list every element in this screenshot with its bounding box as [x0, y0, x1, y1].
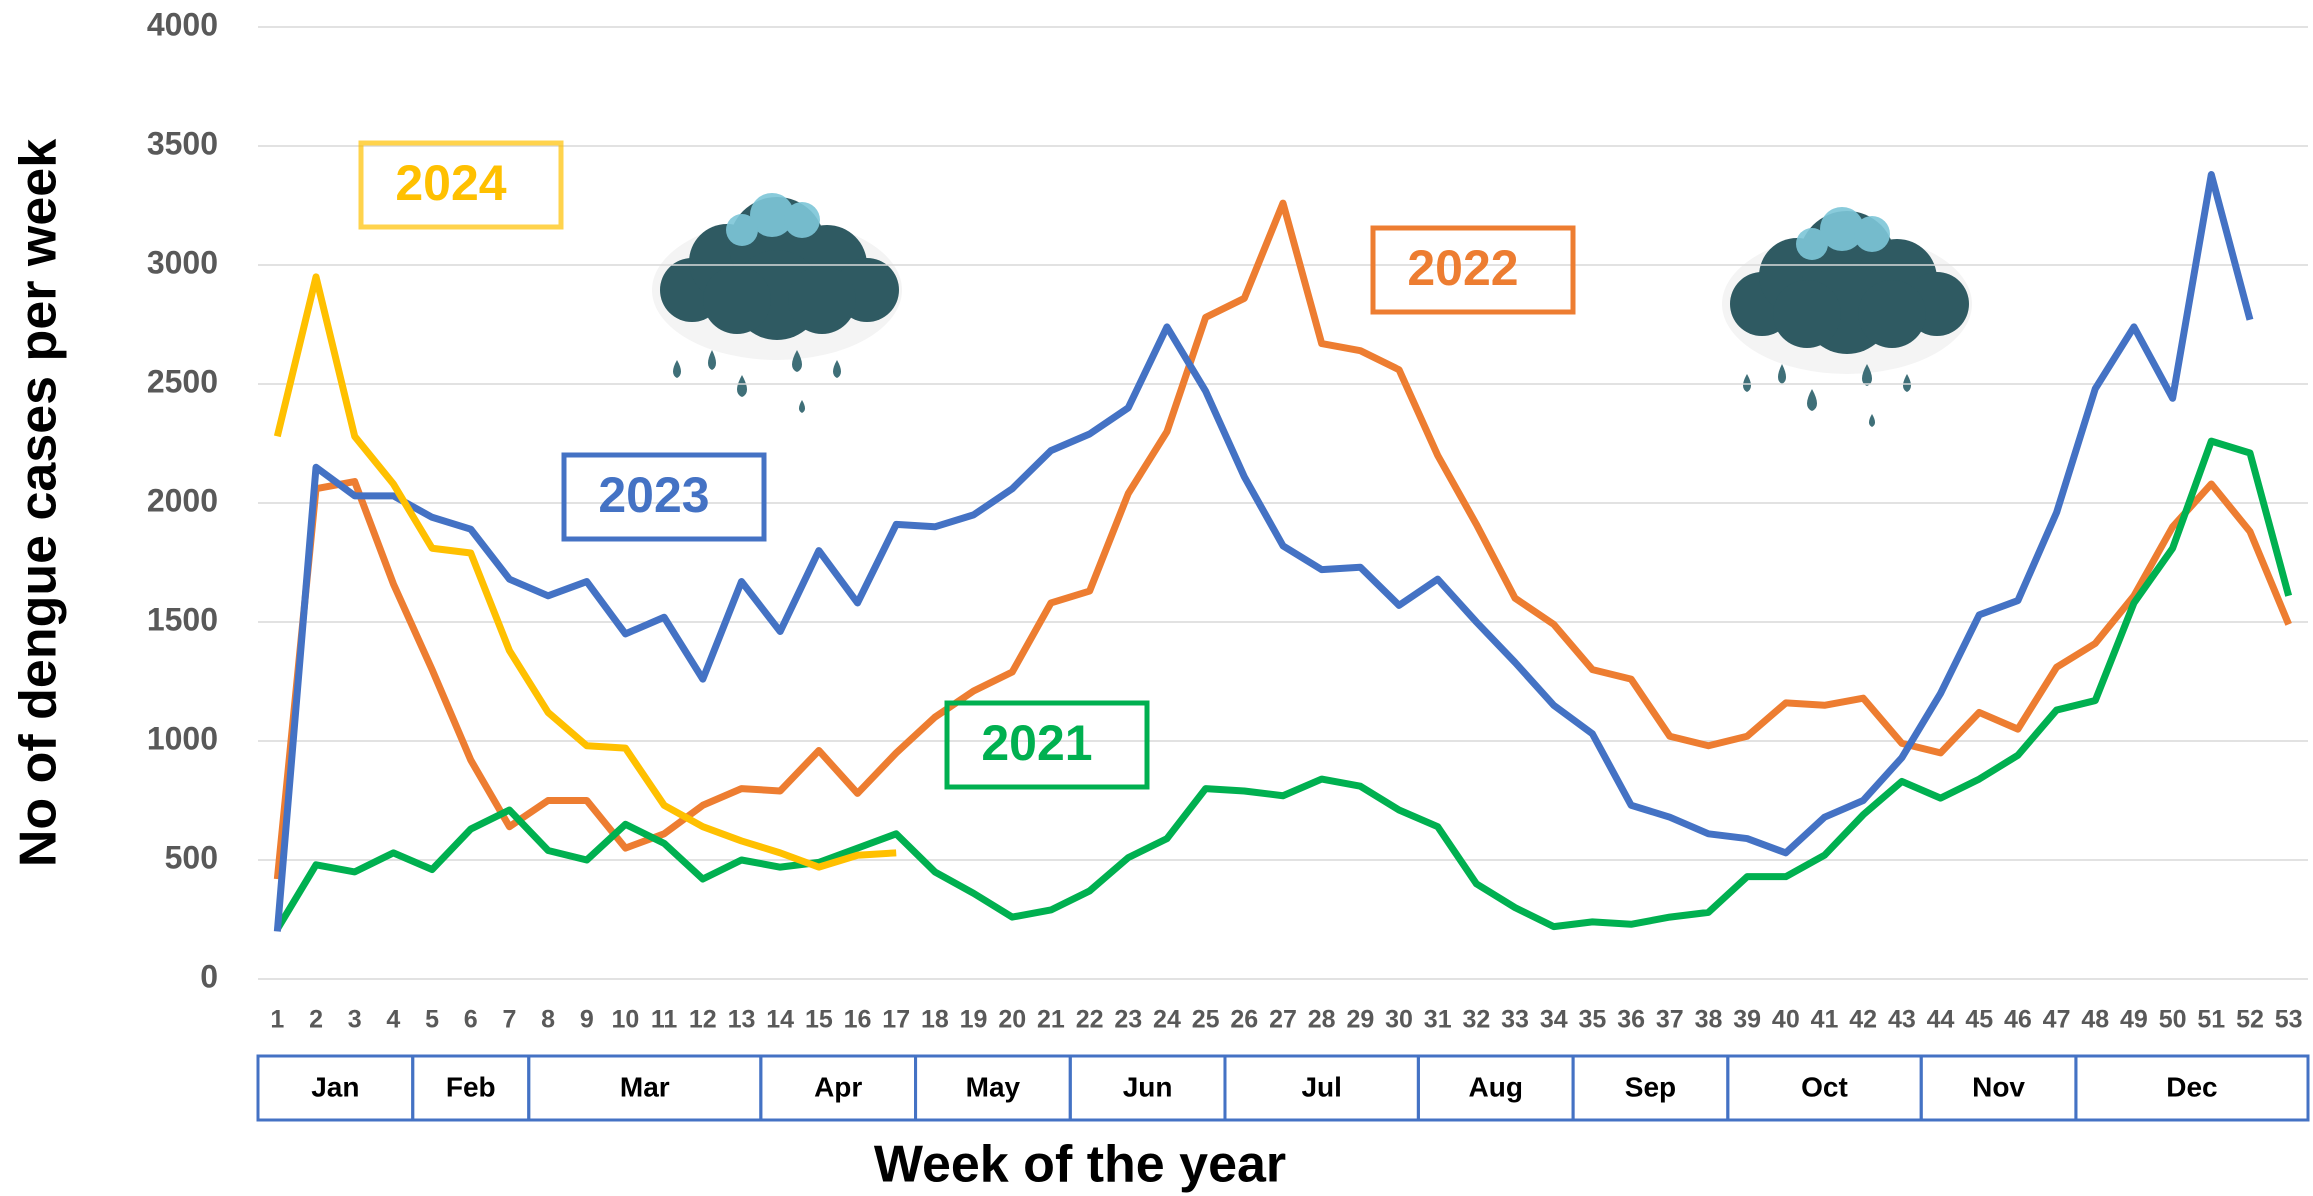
y-tick-label: 1500 [147, 601, 218, 637]
series-line [273, 273, 897, 871]
x-tick-label: 25 [1192, 1006, 1220, 1034]
x-tick-label: 26 [1230, 1006, 1258, 1034]
x-tick-label: 39 [1733, 1006, 1761, 1034]
month-label: Jan [311, 1071, 359, 1102]
series-line [274, 437, 2293, 931]
x-tick-label: 4 [386, 1006, 400, 1034]
x-tick-label: 27 [1269, 1006, 1297, 1034]
x-tick-label: 34 [1540, 1006, 1568, 1034]
y-tick-label: 4000 [147, 6, 218, 42]
y-tick-label: 0 [200, 958, 218, 994]
x-tick-label: 3 [348, 1006, 362, 1034]
month-label: Sep [1625, 1071, 1676, 1102]
x-tick-label: 44 [1927, 1006, 1955, 1034]
month-label: Mar [620, 1071, 670, 1102]
y-axis-label: No of dengue cases per week [10, 139, 68, 867]
month-label: May [966, 1071, 1021, 1102]
x-tick-label: 7 [502, 1006, 516, 1034]
x-tick-label: 48 [2081, 1006, 2109, 1034]
month-label: Jul [1301, 1071, 1341, 1102]
x-tick-label: 17 [882, 1006, 910, 1034]
legend-label: 2021 [981, 715, 1092, 771]
x-tick-label: 52 [2236, 1006, 2264, 1034]
month-label: Oct [1801, 1071, 1848, 1102]
x-tick-label: 16 [844, 1006, 872, 1034]
x-tick-label: 24 [1153, 1006, 1181, 1034]
y-tick-label: 3500 [147, 125, 218, 161]
x-tick-label: 11 [651, 1006, 678, 1034]
month-label: Feb [446, 1071, 496, 1102]
month-box [2074, 1054, 2310, 1122]
x-tick-label: 18 [921, 1006, 949, 1034]
x-tick-label: 5 [425, 1006, 439, 1034]
x-tick-label: 38 [1695, 1006, 1723, 1034]
x-tick-label: 37 [1656, 1006, 1684, 1034]
x-tick-label: 28 [1308, 1006, 1336, 1034]
x-tick-label: 13 [728, 1006, 756, 1034]
x-axis-label: Week of the year [874, 1136, 1286, 1194]
x-tick-label: 2 [309, 1006, 323, 1034]
y-tick-label: 2500 [147, 363, 218, 399]
x-tick-label: 50 [2159, 1006, 2187, 1034]
month-label: Nov [1972, 1071, 2025, 1102]
x-tick-label: 19 [960, 1006, 988, 1034]
x-tick-label: 32 [1462, 1006, 1490, 1034]
rain-cloud [1722, 207, 1972, 427]
series-line [273, 171, 2254, 932]
x-tick-label: 6 [464, 1006, 478, 1034]
legend-label: 2022 [1407, 240, 1518, 296]
legend-box [1370, 225, 1576, 315]
month-label: Jun [1123, 1071, 1173, 1102]
x-tick-label: 41 [1811, 1006, 1839, 1034]
month-label: Dec [2166, 1071, 2217, 1102]
month-label: Apr [814, 1071, 862, 1102]
x-tick-label: 31 [1424, 1006, 1452, 1034]
x-tick-label: 36 [1617, 1006, 1645, 1034]
x-tick-label: 29 [1346, 1006, 1374, 1034]
x-tick-label: 22 [1076, 1006, 1104, 1034]
x-tick-label: 23 [1114, 1006, 1142, 1034]
x-tick-label: 47 [2043, 1006, 2071, 1034]
x-tick-label: 42 [1849, 1006, 1877, 1034]
x-tick-label: 21 [1037, 1006, 1065, 1034]
x-tick-label: 49 [2120, 1006, 2148, 1034]
x-tick-label: 9 [580, 1006, 594, 1034]
x-tick-label: 30 [1385, 1006, 1413, 1034]
y-tick-label: 500 [165, 839, 218, 875]
x-tick-label: 20 [998, 1006, 1026, 1034]
y-tick-label: 3000 [147, 244, 218, 280]
x-tick-label: 45 [1965, 1006, 1993, 1034]
x-tick-label: 12 [689, 1006, 717, 1034]
legend-box [358, 140, 564, 230]
x-tick-label: 51 [2197, 1006, 2225, 1034]
rain-cloud [652, 193, 902, 413]
legend-label: 2023 [598, 467, 709, 523]
legend-box [944, 700, 1150, 790]
x-tick-label: 53 [2275, 1006, 2303, 1034]
y-tick-label: 1000 [147, 720, 218, 756]
y-tick-label: 2000 [147, 482, 218, 518]
x-tick-label: 14 [766, 1006, 794, 1034]
x-tick-label: 8 [541, 1006, 555, 1034]
x-tick-label: 40 [1772, 1006, 1800, 1034]
x-tick-label: 1 [270, 1006, 284, 1034]
month-label: Aug [1469, 1071, 1523, 1102]
x-tick-label: 46 [2004, 1006, 2032, 1034]
x-tick-label: 15 [805, 1006, 833, 1034]
legend-box [561, 452, 767, 542]
x-tick-label: 35 [1579, 1006, 1607, 1034]
x-tick-label: 10 [612, 1006, 640, 1034]
x-tick-label: 43 [1888, 1006, 1916, 1034]
x-tick-label: 33 [1501, 1006, 1529, 1034]
legend-label: 2024 [395, 155, 506, 211]
